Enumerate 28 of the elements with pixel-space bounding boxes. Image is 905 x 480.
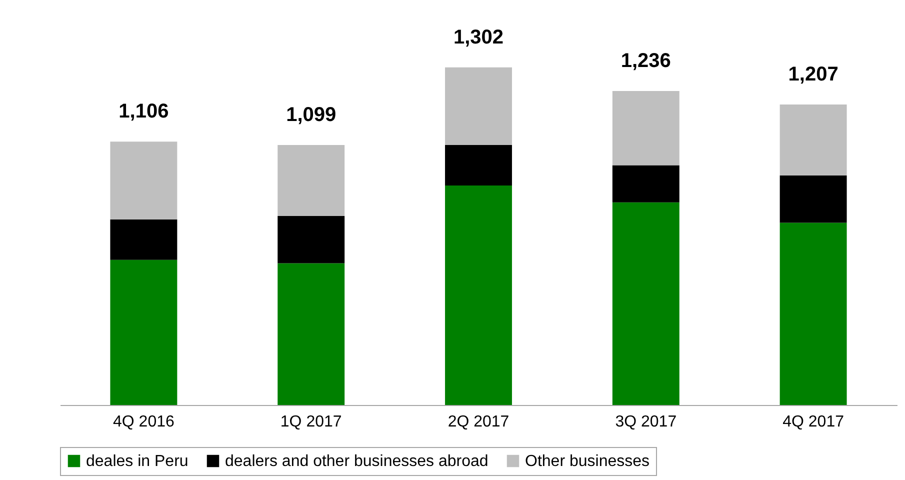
bar (612, 91, 680, 166)
bar (780, 175, 847, 223)
bar (780, 104, 847, 176)
annotation: 1,302 (453, 26, 504, 48)
x-tick-label: 2Q 2017 (448, 414, 510, 430)
legend-label: Other businesses (525, 453, 650, 470)
bar (110, 219, 178, 260)
x-tick-label: 3Q 2017 (615, 414, 677, 430)
annotation: 1,207 (788, 64, 838, 86)
legend-label: deales in Peru (86, 453, 188, 470)
bar (278, 263, 345, 405)
annotation: 1,236 (620, 50, 671, 72)
x-tick-label: 4Q 2017 (782, 414, 844, 430)
x-tick-label: 1Q 2017 (280, 414, 342, 430)
bar (445, 67, 512, 146)
legend-label: dealers and other businesses abroad (225, 453, 488, 470)
bar (278, 216, 345, 264)
bar (278, 145, 345, 216)
annotation: 1,099 (286, 104, 336, 126)
bar (110, 142, 178, 220)
bar (780, 222, 847, 405)
bar (612, 202, 680, 405)
bar (612, 165, 680, 202)
bar (110, 260, 178, 405)
x-tick-label: 4Q 2016 (113, 414, 174, 430)
bar (445, 186, 512, 405)
annotation: 1,106 (118, 100, 169, 123)
bar (445, 145, 512, 186)
